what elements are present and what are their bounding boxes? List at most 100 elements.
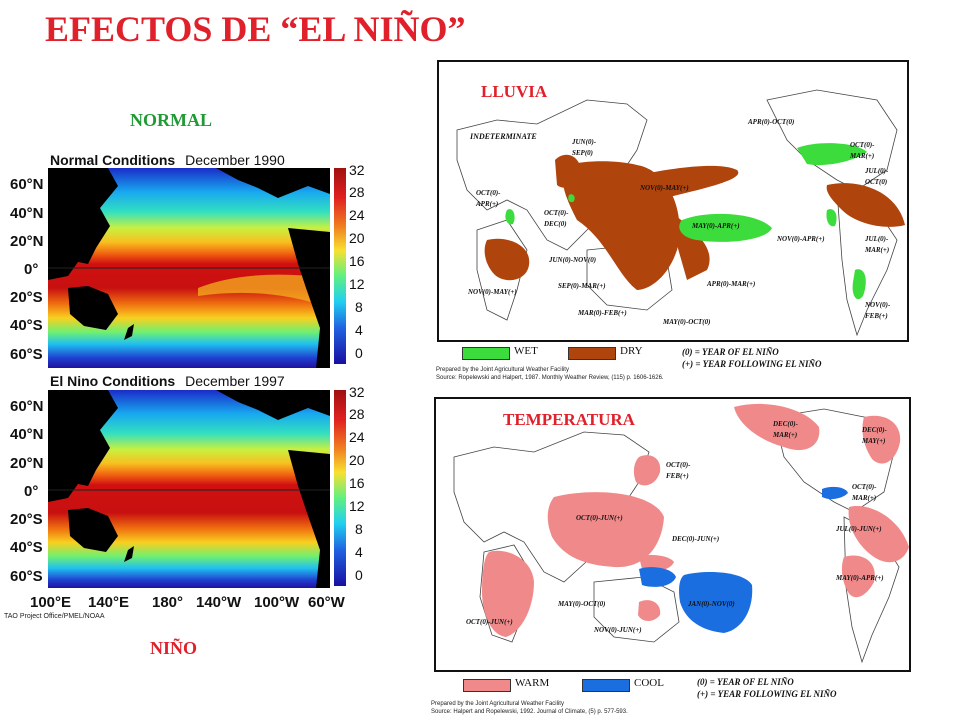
legend-wet-label: WET	[514, 345, 538, 357]
colorbar-tick: 16	[349, 475, 365, 491]
nino-map-caption: El Nino Conditions December 1997	[50, 373, 285, 389]
temp-annotation: OCT(0)-JUN(+)	[576, 514, 623, 522]
lat-tick: 60°N	[10, 176, 44, 193]
nino-caption-date: December 1997	[185, 373, 285, 389]
colorbar-tick: 0	[355, 567, 363, 583]
temp-annotation: MAY(0)-APR(+)	[836, 574, 884, 582]
year-note: (0) = YEAR OF EL NIÑO	[682, 347, 779, 357]
rain-annotation: MAR(0)-FEB(+)	[578, 309, 627, 317]
rainfall-map	[437, 60, 909, 342]
normal-label: NORMAL	[130, 110, 212, 130]
normal-caption-title: Normal Conditions	[50, 152, 176, 168]
rain-annotation: JUL(0)- OCT(0)	[865, 167, 889, 186]
lat-tick: 40°S	[10, 539, 43, 556]
legend-warm-swatch	[463, 679, 511, 692]
normal-colorbar	[334, 168, 346, 364]
rain-annotation: APR(0)-OCT(0)	[748, 118, 795, 126]
colorbar-tick: 8	[355, 521, 363, 537]
rain-annotation: NOV(0)-MAY(+)	[468, 288, 517, 296]
normal-caption-date: December 1990	[185, 152, 285, 168]
colorbar-tick: 24	[349, 207, 365, 223]
dry-regions	[484, 154, 905, 290]
colorbar-tick: 20	[349, 230, 365, 246]
colorbar-tick: 20	[349, 452, 365, 468]
temperature-map	[434, 397, 911, 672]
warm-regions	[482, 403, 909, 637]
colorbar-tick: 4	[355, 544, 363, 560]
temp-annotation: DEC(0)- MAY(+)	[862, 426, 887, 445]
rain-annotation: SEP(0)-MAR(+)	[558, 282, 606, 290]
legend-cool-swatch	[582, 679, 630, 692]
lat-tick: 40°S	[10, 317, 43, 334]
rain-annotation: JUN(0)-NOV(0)	[549, 256, 597, 264]
lat-tick: 0°	[24, 261, 39, 278]
rain-annotation: OCT(0)- APR(+)	[476, 189, 501, 208]
nino-caption-title: El Nino Conditions	[50, 373, 176, 389]
lat-tick: 0°	[24, 483, 39, 500]
temp-annotation: DEC(0)-JUN(+)	[672, 535, 720, 543]
lat-tick: 60°N	[10, 398, 44, 415]
lat-tick: 40°N	[10, 205, 44, 222]
temp-annotation: OCT(0)-JUN(+)	[466, 618, 513, 626]
lon-tick: 100°E	[30, 594, 72, 611]
cool-regions	[639, 486, 848, 633]
lat-tick: 60°S	[10, 568, 43, 585]
colorbar-tick: 12	[349, 498, 365, 514]
temp-annotation: MAY(0)-OCT(0)	[558, 600, 606, 608]
rain-annotation: JUL(0)- MAR(+)	[865, 235, 890, 254]
rain-source-line2: Source: Ropelewski and Halpert, 1987. Mo…	[436, 375, 664, 381]
rain-annotation: OCT(0)- MAR(+)	[850, 141, 875, 160]
lon-tick: 60°W	[308, 594, 345, 611]
temp-annotation: NOV(0)-JUN(+)	[594, 626, 642, 634]
rain-annotation: MAY(0)-APR(+)	[692, 222, 740, 230]
colorbar-tick: 12	[349, 276, 365, 292]
rain-annotation: APR(0)-MAR(+)	[707, 280, 756, 288]
colorbar-tick: 0	[355, 345, 363, 361]
temp-source-line1: Prepared by the Joint Agricultural Weath…	[431, 701, 564, 707]
lluvia-label: LLUVIA	[481, 82, 548, 101]
legend-dry-label: DRY	[620, 345, 643, 357]
lat-tick: 60°S	[10, 346, 43, 363]
legend-warm-label: WARM	[515, 677, 550, 689]
year-note: (0) = YEAR OF EL NIÑO	[697, 677, 794, 687]
rain-annotation: JUN(0)- SEP(0)	[572, 138, 597, 157]
rain-annotation: NOV(0)- FEB(+)	[865, 301, 891, 320]
rain-annotation: MAY(0)-OCT(0)	[663, 318, 711, 326]
wet-regions	[505, 143, 867, 300]
colorbar-tick: 28	[349, 184, 365, 200]
lon-tick: 140°E	[88, 594, 130, 611]
temp-source-line2: Source: Halpert and Ropelewski, 1992. Jo…	[431, 709, 628, 715]
temp-annotation: JUL(0)-JUN(+)	[836, 525, 882, 533]
lat-tick: 20°N	[10, 455, 44, 472]
normal-map-caption: Normal Conditions December 1990	[50, 152, 285, 168]
lat-tick: 20°S	[10, 511, 43, 528]
nino-sst-map	[48, 390, 330, 588]
legend-cool-label: COOL	[634, 677, 664, 689]
legend-wet-swatch	[462, 347, 510, 360]
slide-title: EFECTOS DE “EL NIÑO”	[45, 9, 466, 49]
lon-tick: 180°	[152, 594, 184, 611]
lat-tick: 20°S	[10, 289, 43, 306]
lon-tick: 140°W	[196, 594, 242, 611]
colorbar-tick: 28	[349, 406, 365, 422]
nino-colorbar	[334, 390, 346, 586]
temp-annotation: OCT(0)- FEB(+)	[666, 461, 691, 480]
nino-label: NIÑO	[150, 638, 198, 658]
colorbar-tick: 8	[355, 299, 363, 315]
temp-annotation: DEC(0)- MAR(+)	[773, 420, 798, 439]
rain-annotation: NOV(0)-APR(+)	[777, 235, 825, 243]
lon-tick: 100°W	[254, 594, 300, 611]
colorbar-tick: 4	[355, 322, 363, 338]
lat-tick: 20°N	[10, 233, 44, 250]
colorbar-tick: 16	[349, 253, 365, 269]
rain-annotation: OCT(0)- DEC(0)	[544, 209, 569, 228]
temp-annotation: JAN(0)-NOV(0)	[688, 600, 735, 608]
colorbar-tick: 32	[349, 162, 365, 178]
rain-annotation: INDETERMINATE	[470, 132, 537, 141]
rain-annotation: NOV(0)-MAY(+)	[640, 184, 689, 192]
temperatura-label: TEMPERATURA	[503, 410, 635, 429]
rain-source-line1: Prepared by the Joint Agricultural Weath…	[436, 367, 569, 373]
lat-tick: 40°N	[10, 426, 44, 443]
year-note: (+) = YEAR FOLLOWING EL NIÑO	[682, 359, 822, 369]
map-credit: TAO Project Office/PMEL/NOAA	[4, 613, 105, 620]
